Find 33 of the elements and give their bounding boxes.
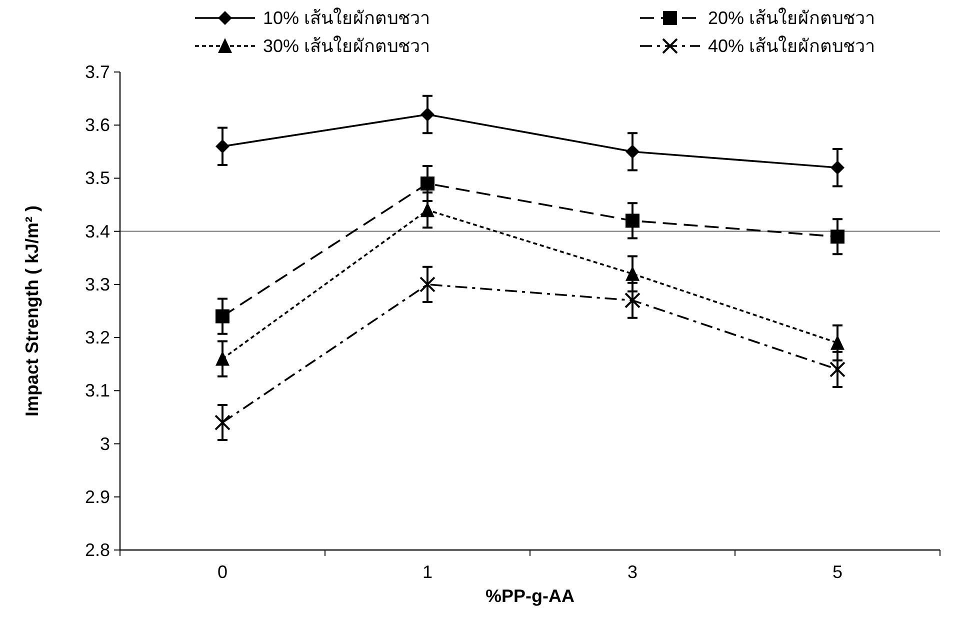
point	[216, 309, 230, 324]
point	[626, 144, 640, 159]
y-tick-label: 2.8	[84, 540, 110, 560]
y-tick-label: 3.5	[84, 168, 110, 188]
point	[830, 230, 844, 244]
point	[420, 202, 434, 218]
point	[216, 139, 230, 154]
legend-label: 30% เส้นใยผักตบชวา	[263, 35, 430, 56]
legend-label: 40% เส้นใยผักตบชวา	[708, 35, 876, 56]
y-tick-label: 3.6	[84, 115, 110, 136]
legend-label: 10% เส้นใยผักตบชวา	[263, 7, 430, 28]
y-tick-label: 3.2	[84, 328, 110, 348]
y-axis-title: Impact Strength ( kJ/m² )	[22, 205, 42, 417]
y-tick-label: 3.7	[84, 62, 110, 82]
y-tick-label: 3.4	[84, 221, 110, 242]
x-tick-label: 0	[217, 562, 228, 582]
y-tick-label: 2.9	[84, 486, 110, 507]
legend-label: 20% เส้นใยผักตบชวา	[708, 7, 876, 28]
y-tick-label: 3.1	[84, 380, 110, 401]
y-tick-label: 3	[100, 434, 110, 454]
point	[214, 414, 230, 431]
point	[420, 107, 434, 122]
x-tick-label: 1	[422, 562, 433, 582]
point	[626, 214, 640, 228]
point	[830, 160, 844, 175]
y-tick-label: 3.3	[84, 274, 110, 294]
point	[420, 176, 434, 191]
point	[420, 276, 436, 292]
point	[624, 292, 640, 308]
point	[830, 361, 846, 378]
x-tick-label: 3	[627, 562, 638, 582]
x-tick-label: 5	[832, 562, 843, 582]
x-axis-title: %PP-g-AA	[486, 586, 574, 606]
